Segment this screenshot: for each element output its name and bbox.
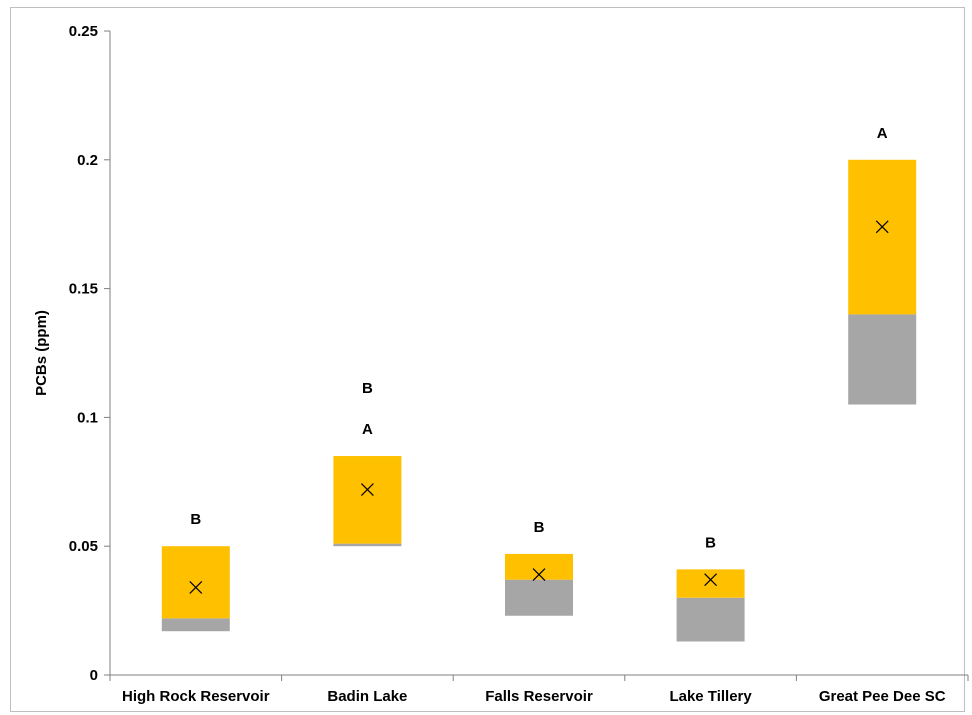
x-category-label: Badin Lake <box>327 688 407 705</box>
y-ticks-group: 0 0.05 0.1 0.15 0.2 0.25 <box>69 23 110 684</box>
significance-letter: B <box>534 519 545 536</box>
mean-markers-group <box>189 220 889 594</box>
bar-upper-segment <box>848 159 917 315</box>
bar-lower-segment <box>676 597 745 642</box>
significance-letter: B <box>362 380 373 397</box>
y-tick-label: 0.2 <box>77 152 98 169</box>
mean-marker-x <box>875 220 889 234</box>
x-category-label: Lake Tillery <box>669 688 752 705</box>
mean-marker-x <box>189 580 203 594</box>
significance-letter: B <box>705 534 716 551</box>
y-tick-label: 0.05 <box>69 538 98 555</box>
mean-marker-x <box>360 483 374 496</box>
y-axis-title: PCBs (ppm) <box>33 310 50 396</box>
bar-upper-segment <box>161 546 230 619</box>
bar-lower-segment <box>333 543 402 547</box>
mean-marker-stroke <box>875 220 889 234</box>
mean-marker-stroke <box>360 483 374 496</box>
y-tick-label: 0.1 <box>77 409 98 426</box>
significance-letter: A <box>362 421 373 438</box>
axes-group <box>109 31 968 676</box>
bar-upper-segment <box>676 569 745 598</box>
mean-marker-stroke <box>189 580 203 594</box>
mean-marker-x <box>532 568 546 581</box>
significance-letter: B <box>190 511 201 528</box>
significance-letter: A <box>877 125 888 142</box>
bar-upper-segment <box>333 456 402 544</box>
x-category-label: Falls Reservoir <box>485 688 593 705</box>
bar-lower-segment <box>161 618 230 632</box>
mean-marker-stroke <box>532 568 546 581</box>
letter-labels-group: B B A B B A <box>190 125 887 552</box>
y-tick-label: 0.25 <box>69 23 98 40</box>
mean-marker-stroke <box>704 573 718 587</box>
bars-group <box>161 159 917 642</box>
bar-upper-segment <box>505 553 573 580</box>
x-ticks-group: High Rock Reservoir Badin Lake Falls Reser… <box>109 675 969 705</box>
x-category-label: High Rock Reservoir <box>122 688 270 705</box>
y-tick-label: 0.15 <box>69 281 98 298</box>
mean-marker-x <box>704 573 718 587</box>
bar-lower-segment <box>505 579 573 616</box>
y-tick-label: 0 <box>90 667 98 684</box>
x-category-label: Great Pee Dee SC <box>819 688 946 705</box>
bar-lower-segment <box>848 314 917 405</box>
